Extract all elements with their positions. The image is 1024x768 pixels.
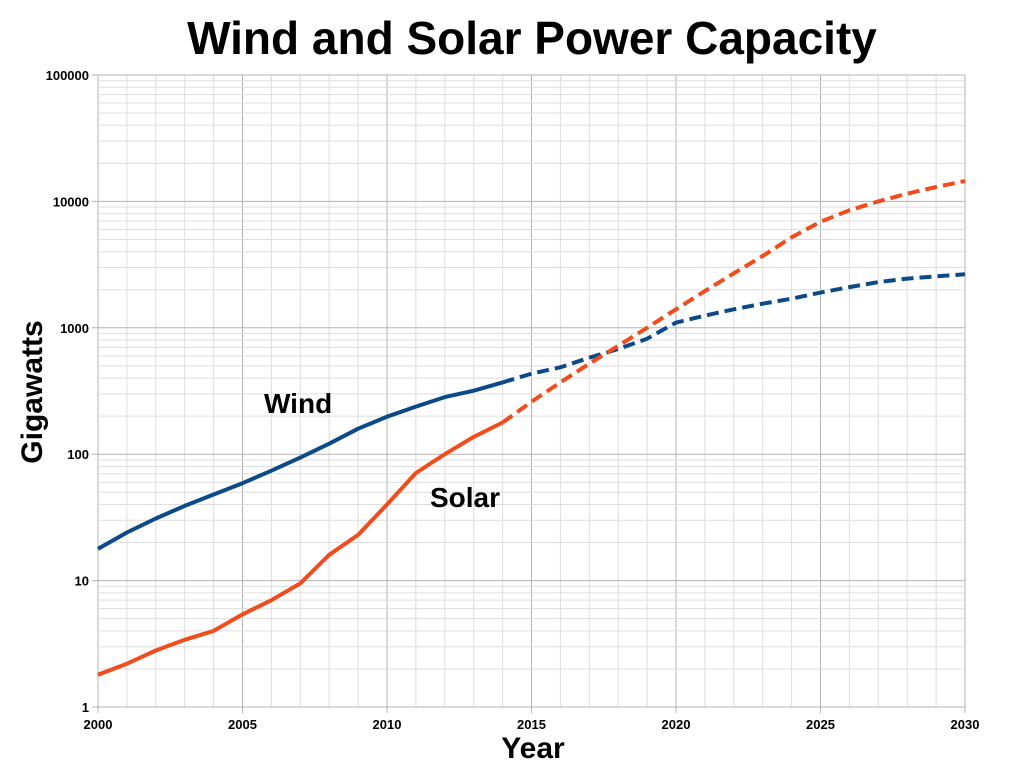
series-line-wind-historical <box>97 380 504 551</box>
series-lines <box>97 179 966 677</box>
y-tick-label: 100 <box>67 447 89 462</box>
series-line-solar-projected <box>501 179 966 425</box>
y-tick-label: 10 <box>75 574 89 589</box>
x-tick-label: 2010 <box>373 717 402 732</box>
x-axis-label: Year <box>501 732 565 765</box>
tick-labels: 1 10 100 1000 10000 100000 2000 2005 2010 2015 202… <box>46 68 980 732</box>
x-tick-label: 2030 <box>951 717 980 732</box>
x-tick-label: 2005 <box>228 717 257 732</box>
y-tick-label: 10000 <box>53 194 89 209</box>
x-tick-label: 2020 <box>662 717 691 732</box>
chart-title: Wind and Solar Power Capacity <box>187 12 877 64</box>
x-tick-label: 2015 <box>517 717 546 732</box>
x-tick-label: 2000 <box>84 717 113 732</box>
x-tick-label: 2025 <box>806 717 835 732</box>
series-line-solar-historical <box>97 420 504 677</box>
y-tick-label: 1 <box>82 700 89 715</box>
y-tick-label: 1000 <box>60 321 89 336</box>
y-axis-label: Gigawatts <box>16 320 49 463</box>
grid <box>92 74 966 713</box>
series-label-solar: Solar <box>430 482 500 513</box>
series-label-wind: Wind <box>264 388 332 419</box>
y-tick-label: 100000 <box>46 68 89 83</box>
series-line-wind-projected <box>502 272 966 385</box>
